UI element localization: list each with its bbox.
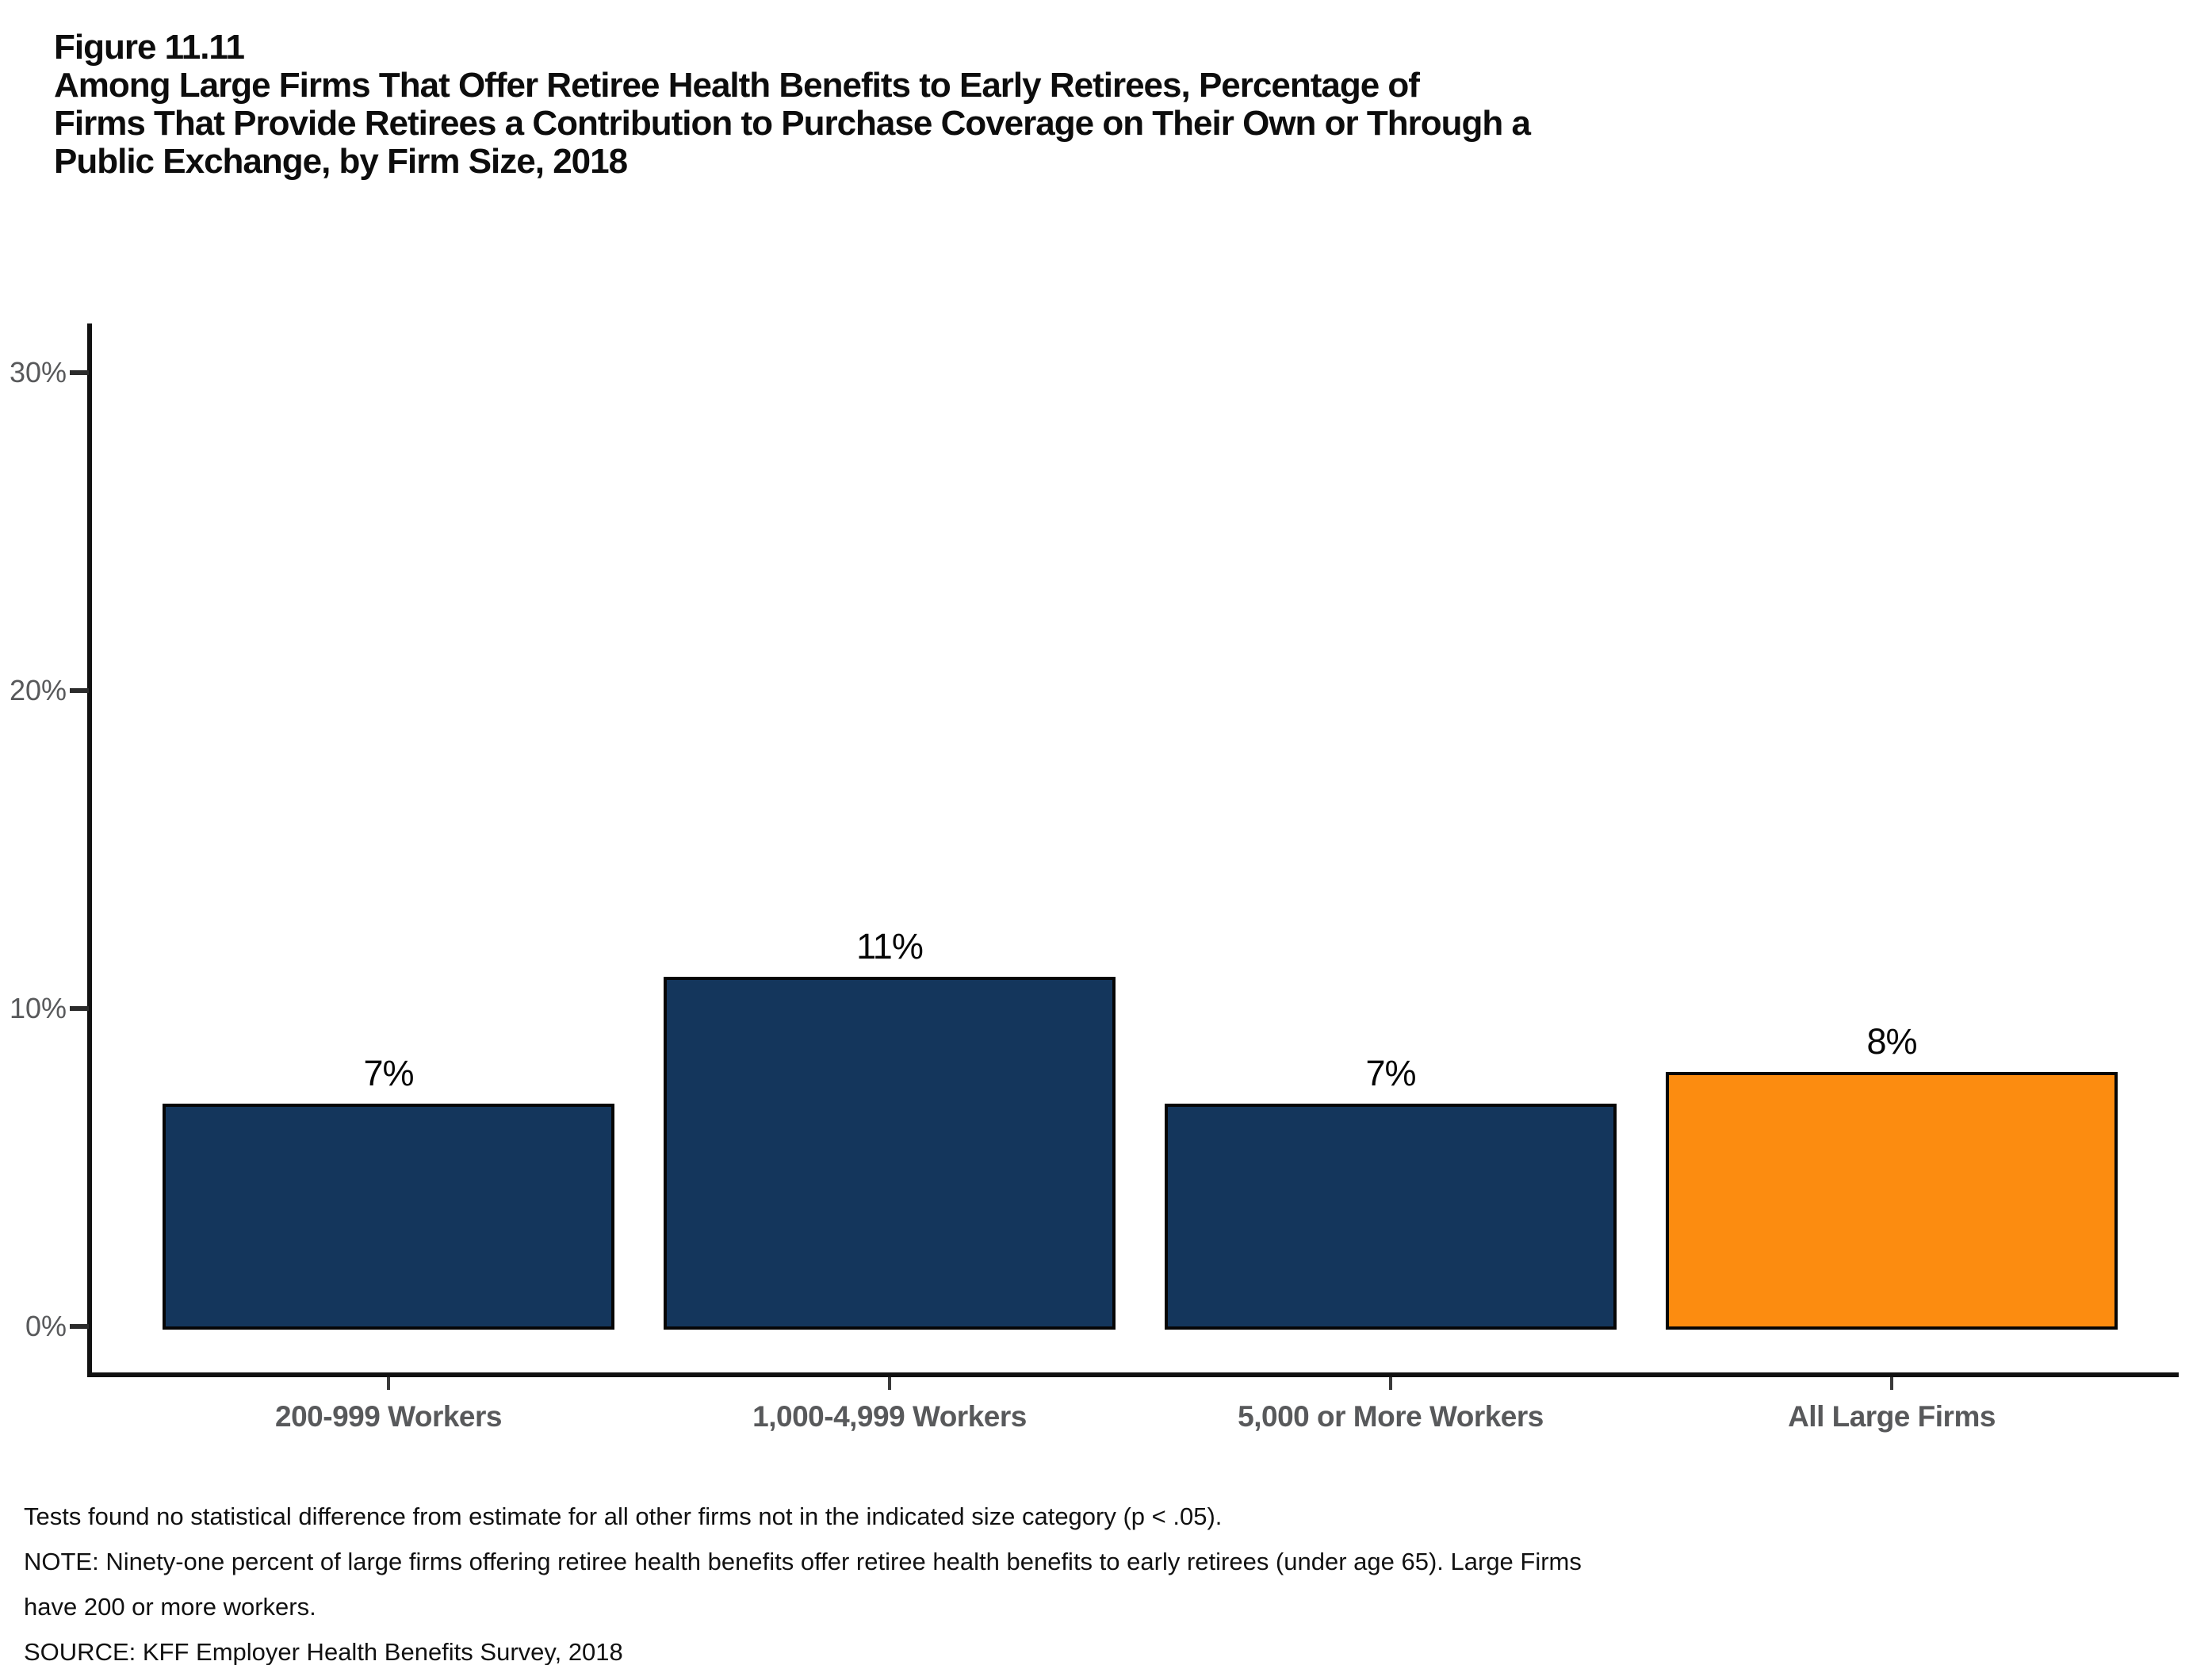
bar-1 (163, 1104, 614, 1330)
bar-value-label: 7% (363, 1053, 414, 1094)
x-category-label: All Large Firms (1788, 1400, 1996, 1433)
x-axis (87, 1372, 2179, 1377)
y-tick-label: 0% (25, 1310, 67, 1342)
statistical-note: Tests found no statistical difference fr… (24, 1502, 1223, 1530)
chart-title-block: Figure 11.11 Among Large Firms That Offe… (54, 28, 1531, 181)
source-line: SOURCE: KFF Employer Health Benefits Sur… (24, 1638, 623, 1665)
chart-title-line-2: Firms That Provide Retirees a Contributi… (54, 104, 1531, 143)
x-tick (1389, 1377, 1392, 1390)
bar-4 (1666, 1072, 2118, 1330)
x-tick (1890, 1377, 1893, 1390)
note-line-2: have 200 or more workers. (24, 1593, 316, 1621)
y-tick (70, 1324, 89, 1329)
y-tick-label: 20% (9, 674, 67, 706)
bar-3 (1165, 1104, 1617, 1330)
bar-value-label: 7% (1365, 1053, 1416, 1094)
y-tick-label: 10% (9, 992, 67, 1024)
note-line-1: NOTE: Ninety-one percent of large firms … (24, 1548, 1582, 1575)
x-tick (888, 1377, 891, 1390)
bar-value-label: 8% (1866, 1021, 1917, 1062)
y-tick (70, 370, 89, 375)
x-category-label: 5,000 or More Workers (1238, 1400, 1544, 1433)
figure-label: Figure 11.11 (54, 28, 245, 67)
x-tick (387, 1377, 390, 1390)
x-category-label: 1,000-4,999 Workers (752, 1400, 1027, 1433)
chart-title-line-1: Among Large Firms That Offer Retiree Hea… (54, 66, 1420, 105)
y-axis (87, 323, 92, 1377)
y-tick (70, 1006, 89, 1011)
y-tick (70, 688, 89, 693)
notes-block: Tests found no statistical difference fr… (24, 1494, 1582, 1665)
y-tick-label: 30% (9, 356, 67, 388)
x-category-label: 200-999 Workers (275, 1400, 502, 1433)
bar-2 (664, 976, 1116, 1330)
chart-title-line-3: Public Exchange, by Firm Size, 2018 (54, 142, 628, 181)
bar-value-label: 11% (856, 925, 924, 966)
